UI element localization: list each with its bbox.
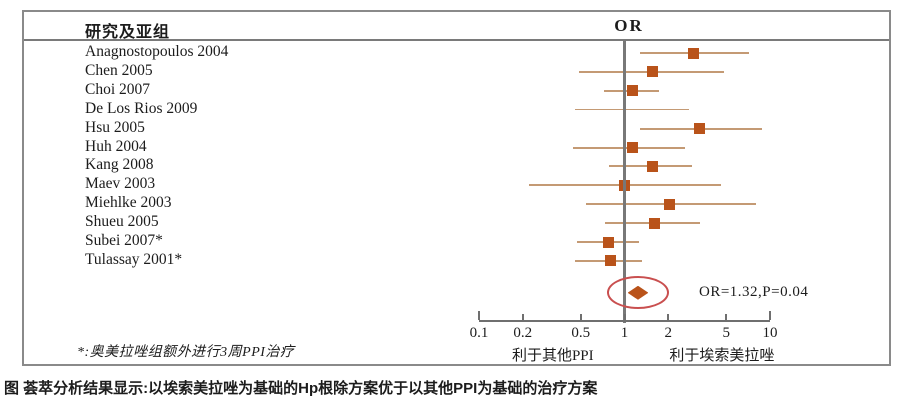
- or-point-marker: [648, 217, 660, 229]
- axis-tick: [478, 311, 480, 320]
- study-label: Huh 2004: [85, 137, 147, 155]
- or-point-marker: [604, 255, 616, 267]
- footnote: *:奥美拉唑组额外进行3周PPI治疗: [77, 345, 295, 360]
- or-point-marker: [602, 236, 614, 248]
- plot-box: 研究及亚组 OR Anagnostopoulos 2004 Chen 2005 Ch…: [22, 10, 891, 366]
- null-effect-line: [623, 40, 626, 323]
- axis-tick-label: 5: [722, 325, 730, 341]
- or-point-marker: [646, 160, 658, 172]
- axis-tick-label: 10: [762, 325, 778, 341]
- study-label: Miehlke 2003: [85, 194, 172, 212]
- axis-tick: [623, 314, 626, 320]
- figure-caption: 图 荟萃分析结果显示:以埃索美拉唑为基础的Hp根除方案优于以其他PPI为基础的治…: [4, 380, 598, 397]
- axis-tick-label: 0.1: [469, 325, 489, 341]
- favors-left-label: 利于其他PPI: [511, 348, 594, 364]
- axis-tick-label: 0.2: [513, 325, 533, 341]
- axis-tick: [725, 314, 728, 320]
- ci-line: [575, 109, 690, 111]
- or-point-marker: [626, 85, 638, 97]
- study-label: De Los Rios 2009: [85, 99, 198, 117]
- study-label: Tulassay 2001*: [85, 250, 183, 268]
- column-header-study: 研究及亚组: [85, 24, 171, 41]
- overall-result-label: OR=1.32,P=0.04: [699, 283, 809, 300]
- summary-diamond: [627, 285, 649, 300]
- column-header-or: OR: [614, 16, 644, 35]
- header-separator: [24, 39, 889, 41]
- study-label: Shueu 2005: [85, 213, 159, 231]
- axis-tick: [769, 311, 771, 320]
- axis-tick-label: 2: [664, 325, 673, 341]
- or-point-marker: [693, 123, 705, 135]
- study-label: Chen 2005: [85, 61, 153, 79]
- highlight-ellipse: [607, 276, 669, 310]
- axis-tick: [579, 314, 582, 320]
- axis-tick: [521, 314, 524, 320]
- axis-tick-label: 1: [620, 325, 629, 341]
- axis-tick: [667, 314, 670, 320]
- or-point-marker: [646, 66, 658, 78]
- axis-tick-label: 0.5: [571, 325, 591, 341]
- study-label: Hsu 2005: [85, 118, 145, 136]
- study-label: Kang 2008: [85, 156, 154, 174]
- study-label: Choi 2007: [85, 80, 151, 98]
- or-point-marker: [664, 198, 676, 210]
- study-label: Maev 2003: [85, 175, 156, 193]
- or-point-marker: [688, 47, 700, 59]
- study-label: Subei 2007*: [85, 232, 163, 249]
- study-label: Anagnostopoulos 2004: [85, 43, 229, 60]
- favors-right-label: 利于埃索美拉唑: [669, 348, 775, 364]
- or-point-marker: [626, 142, 638, 153]
- x-axis: [479, 320, 770, 322]
